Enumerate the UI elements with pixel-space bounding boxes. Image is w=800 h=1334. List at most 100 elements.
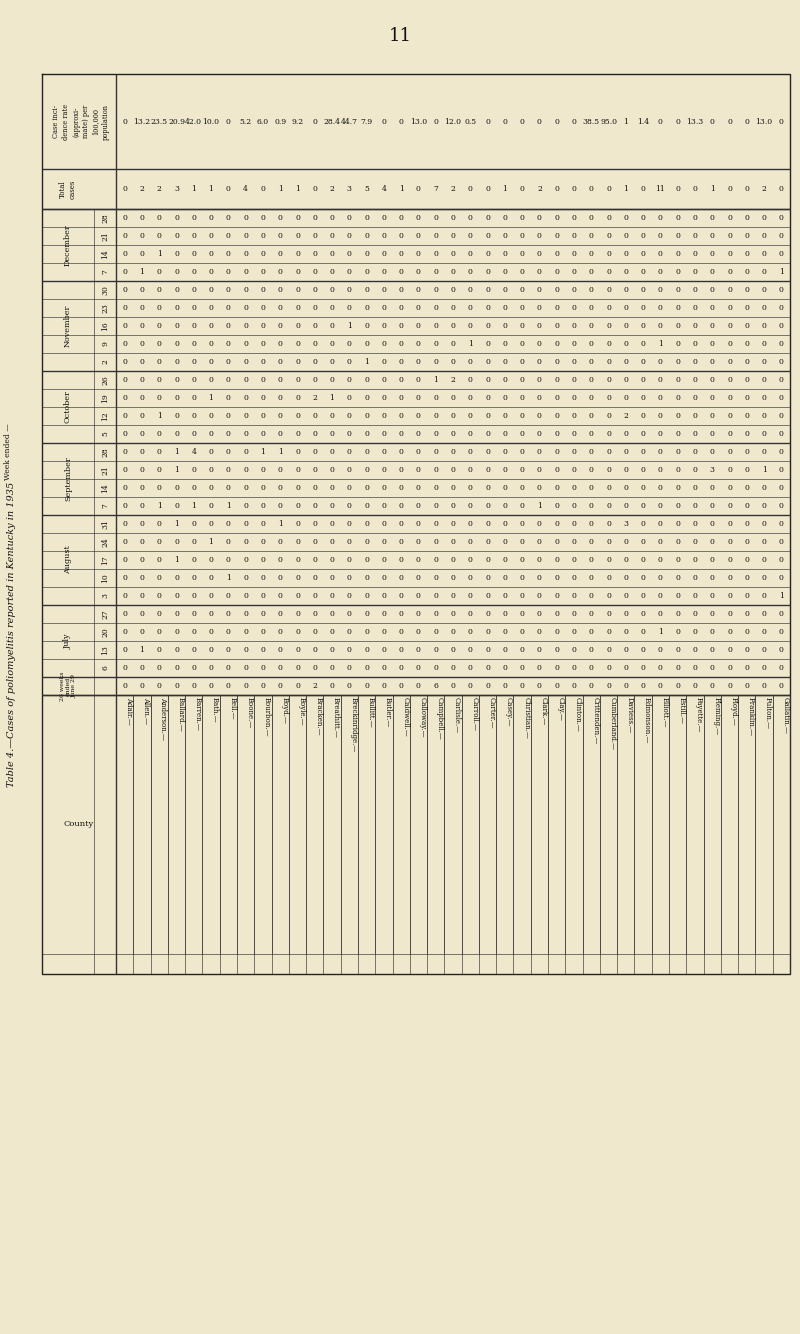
Text: 0: 0: [502, 249, 507, 257]
Text: 0: 0: [295, 249, 300, 257]
Text: 0: 0: [710, 249, 714, 257]
Text: 0: 0: [434, 304, 438, 312]
Text: 0: 0: [762, 610, 766, 618]
Text: 0: 0: [762, 268, 766, 276]
Text: 0: 0: [623, 213, 628, 221]
Text: 0: 0: [295, 574, 300, 582]
Text: 0: 0: [589, 664, 594, 672]
Text: 0: 0: [502, 117, 507, 125]
Text: Boone.—: Boone.—: [246, 696, 254, 728]
Text: Carroll.—: Carroll.—: [470, 696, 478, 731]
Text: 0: 0: [554, 502, 559, 510]
Text: 0: 0: [312, 268, 317, 276]
Text: October: October: [64, 391, 72, 423]
Text: 0: 0: [278, 484, 282, 492]
Text: 0: 0: [641, 448, 646, 456]
Text: 0: 0: [243, 394, 248, 402]
Text: 0: 0: [485, 358, 490, 366]
Text: 0: 0: [139, 304, 144, 312]
Text: 0: 0: [502, 610, 507, 618]
Text: 0: 0: [416, 610, 421, 618]
Text: 0: 0: [520, 430, 525, 438]
Text: 0: 0: [191, 628, 196, 636]
Text: 0: 0: [502, 520, 507, 528]
Text: 0: 0: [520, 682, 525, 690]
Text: 0: 0: [779, 376, 784, 384]
Text: 0: 0: [675, 502, 680, 510]
Text: 0: 0: [744, 117, 750, 125]
Text: 0: 0: [675, 249, 680, 257]
Text: 0: 0: [278, 682, 282, 690]
Text: Anderson.—: Anderson.—: [159, 696, 167, 740]
Text: 0: 0: [537, 117, 542, 125]
Text: 0: 0: [468, 185, 473, 193]
Text: 0: 0: [641, 285, 646, 293]
Text: 1: 1: [209, 394, 214, 402]
Text: 0: 0: [744, 448, 750, 456]
Text: 0: 0: [727, 592, 732, 600]
Text: 0: 0: [641, 213, 646, 221]
Text: 31: 31: [101, 519, 109, 530]
Text: 0: 0: [468, 466, 473, 474]
Text: 0: 0: [243, 664, 248, 672]
Text: 0: 0: [382, 682, 386, 690]
Text: 0: 0: [398, 340, 403, 348]
Text: 0: 0: [434, 268, 438, 276]
Text: 0: 0: [658, 646, 663, 654]
Text: 0: 0: [710, 117, 714, 125]
Text: 24: 24: [101, 538, 109, 547]
Text: 0: 0: [295, 268, 300, 276]
Text: 14: 14: [101, 249, 109, 259]
Text: 0: 0: [398, 412, 403, 420]
Text: 1: 1: [209, 538, 214, 546]
Text: 0: 0: [434, 484, 438, 492]
Text: Clay.—: Clay.—: [557, 696, 565, 720]
Text: 0: 0: [295, 430, 300, 438]
Text: 0: 0: [658, 213, 663, 221]
Text: 0: 0: [537, 466, 542, 474]
Text: 2: 2: [139, 185, 144, 193]
Text: 0: 0: [122, 538, 127, 546]
Text: 0: 0: [658, 394, 663, 402]
Text: 0: 0: [261, 484, 266, 492]
Text: 0: 0: [554, 484, 559, 492]
Text: 0: 0: [485, 682, 490, 690]
Text: 0: 0: [157, 321, 162, 329]
Text: 0: 0: [157, 574, 162, 582]
Text: 0: 0: [606, 394, 611, 402]
Text: 0: 0: [502, 646, 507, 654]
Text: 0: 0: [675, 556, 680, 564]
Text: 0: 0: [710, 682, 714, 690]
Text: 0: 0: [606, 340, 611, 348]
Text: 0: 0: [295, 376, 300, 384]
Text: 0: 0: [450, 466, 455, 474]
Text: 4: 4: [191, 448, 196, 456]
Text: 0: 0: [502, 321, 507, 329]
Text: 0: 0: [520, 285, 525, 293]
Text: 6.0: 6.0: [257, 117, 269, 125]
Text: 0: 0: [658, 249, 663, 257]
Text: 0: 0: [450, 232, 455, 240]
Text: 0: 0: [658, 538, 663, 546]
Text: 0: 0: [779, 466, 784, 474]
Text: 0: 0: [658, 502, 663, 510]
Text: 27: 27: [101, 610, 109, 619]
Text: Clark.—: Clark.—: [539, 696, 547, 726]
Text: 0: 0: [139, 466, 144, 474]
Text: 0: 0: [520, 664, 525, 672]
Text: 0: 0: [278, 213, 282, 221]
Text: 0: 0: [450, 268, 455, 276]
Text: 0: 0: [744, 502, 750, 510]
Text: 0: 0: [520, 340, 525, 348]
Text: 0: 0: [398, 502, 403, 510]
Text: 2: 2: [450, 376, 455, 384]
Text: 0: 0: [295, 340, 300, 348]
Text: 0: 0: [261, 394, 266, 402]
Text: 17: 17: [101, 555, 109, 564]
Text: 0: 0: [312, 574, 317, 582]
Text: 2: 2: [450, 185, 455, 193]
Text: 38.5: 38.5: [582, 117, 600, 125]
Text: 0: 0: [416, 556, 421, 564]
Text: 0: 0: [727, 448, 732, 456]
Text: 0: 0: [744, 484, 750, 492]
